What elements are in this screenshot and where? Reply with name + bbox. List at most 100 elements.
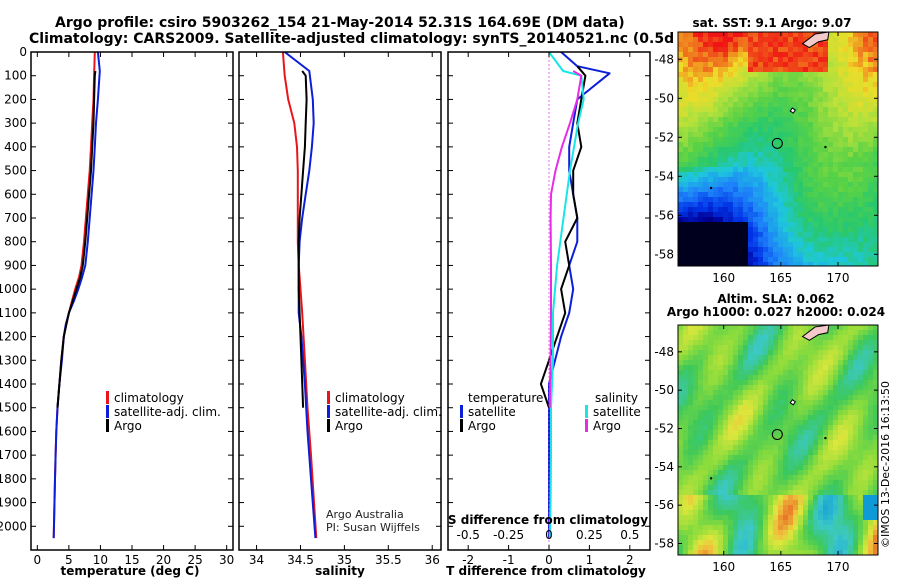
map-cell xyxy=(778,455,784,461)
map-cell xyxy=(873,375,878,381)
map-cell xyxy=(698,545,704,551)
map-cell xyxy=(838,415,844,421)
map-cell xyxy=(863,340,869,346)
map-cell xyxy=(803,167,809,173)
map-cell xyxy=(818,500,824,506)
map-cell xyxy=(738,117,744,123)
map-cell xyxy=(868,262,874,266)
map-cell xyxy=(873,460,878,466)
map-cell xyxy=(683,510,689,516)
map-cell xyxy=(793,52,799,58)
map-cell xyxy=(683,37,689,43)
map-cell xyxy=(733,252,739,258)
map-cell xyxy=(733,485,739,491)
map-cell xyxy=(713,390,719,396)
map-cell xyxy=(698,360,704,366)
map-cell xyxy=(813,500,819,506)
map-cell xyxy=(738,480,744,486)
map-cell xyxy=(783,480,789,486)
map-cell xyxy=(833,172,839,178)
map-cell xyxy=(848,117,854,123)
map-cell xyxy=(688,62,694,68)
map-cell xyxy=(708,485,714,491)
map-cell xyxy=(708,545,714,551)
depth-tick-label: 1200 xyxy=(0,330,27,344)
map-cell xyxy=(723,360,729,366)
map-cell xyxy=(683,142,689,148)
map-cell xyxy=(713,355,719,361)
map-cell xyxy=(698,550,704,555)
map-cell xyxy=(848,82,854,88)
map-cell xyxy=(873,530,878,536)
map-cell xyxy=(753,550,759,555)
map-cell xyxy=(873,242,878,248)
map-cell xyxy=(868,167,874,173)
map-cell xyxy=(678,82,684,88)
map-cell xyxy=(723,420,729,426)
map-cell xyxy=(738,102,744,108)
map-cell xyxy=(693,390,699,396)
map-cell xyxy=(823,485,829,491)
map-cell xyxy=(758,375,764,381)
map-cell xyxy=(828,335,834,341)
map-cell xyxy=(853,262,859,266)
map-cell xyxy=(818,545,824,551)
map-cell xyxy=(863,415,869,421)
map-cell xyxy=(678,172,684,178)
map-cell xyxy=(788,142,794,148)
map-cell xyxy=(683,370,689,376)
map-cell xyxy=(858,97,864,103)
map-cell xyxy=(798,132,804,138)
map-cell xyxy=(838,122,844,128)
map-cell xyxy=(853,82,859,88)
depth-tick-label: 800 xyxy=(4,235,27,249)
map-cell xyxy=(848,187,854,193)
map-cell xyxy=(843,435,849,441)
depth-tick-label: 400 xyxy=(4,140,27,154)
map-cell xyxy=(718,470,724,476)
map-cell xyxy=(868,495,874,501)
map-cell xyxy=(713,490,719,496)
depth-tick-label: 1700 xyxy=(0,448,27,462)
map-cell xyxy=(713,500,719,506)
map-cell xyxy=(778,77,784,83)
map-cell xyxy=(768,420,774,426)
map-cell xyxy=(783,237,789,243)
map-cell xyxy=(738,177,744,183)
map-cell xyxy=(873,455,878,461)
map-cell xyxy=(768,142,774,148)
map-cell xyxy=(808,340,814,346)
map-cell xyxy=(793,350,799,356)
island-icon xyxy=(789,107,796,114)
map-cell xyxy=(773,132,779,138)
map-cell xyxy=(693,257,699,263)
map-cell xyxy=(708,410,714,416)
map-cell xyxy=(748,380,754,386)
map-cell xyxy=(808,405,814,411)
map-cell xyxy=(838,47,844,53)
x-tick-label: -1 xyxy=(503,553,515,567)
map-cell xyxy=(728,87,734,93)
map-cell xyxy=(873,187,878,193)
map-cell xyxy=(803,345,809,351)
map-cell xyxy=(838,405,844,411)
map-cell xyxy=(743,475,749,481)
map-cell xyxy=(688,345,694,351)
map-cell xyxy=(798,490,804,496)
map-cell xyxy=(683,72,689,78)
map-cell xyxy=(688,365,694,371)
map-cell xyxy=(723,455,729,461)
map-cell xyxy=(753,157,759,163)
map-cell xyxy=(763,62,769,68)
map-cell xyxy=(773,510,779,516)
map-cell xyxy=(863,72,869,78)
map-cell xyxy=(753,405,759,411)
map-cell xyxy=(873,197,878,203)
map-cell xyxy=(738,550,744,555)
map-cell xyxy=(778,425,784,431)
map-cell xyxy=(863,172,869,178)
map-cell xyxy=(738,132,744,138)
map-cell xyxy=(858,440,864,446)
map-cell xyxy=(858,32,864,38)
map-cell xyxy=(838,102,844,108)
